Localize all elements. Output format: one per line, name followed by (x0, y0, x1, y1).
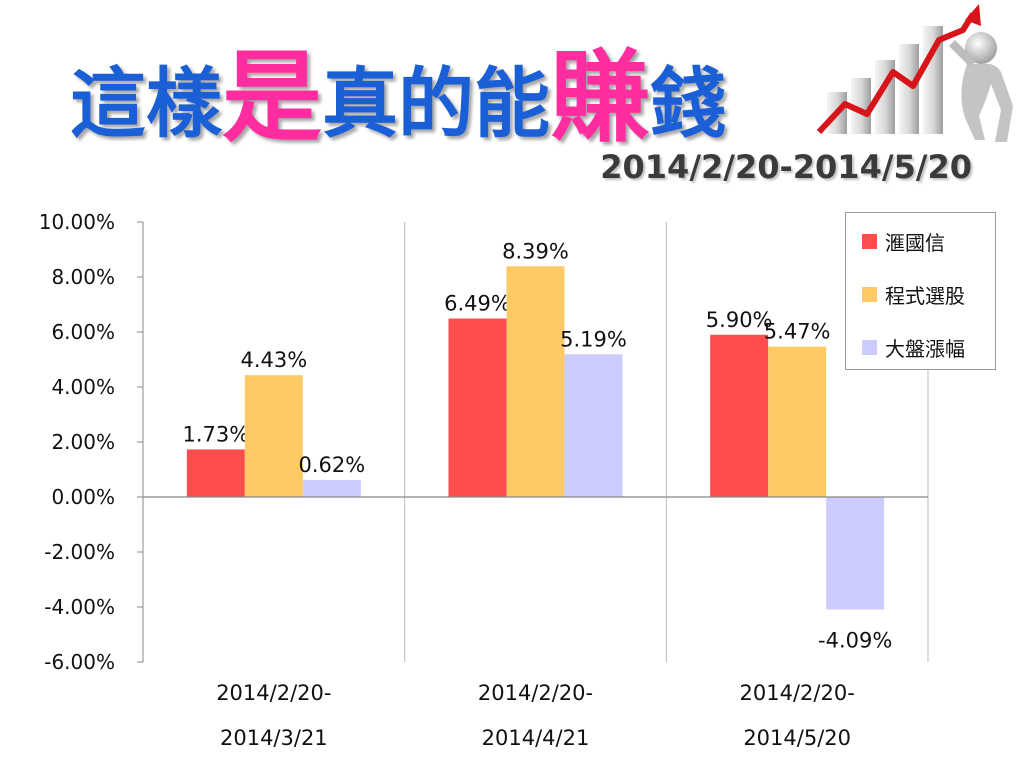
bar (302, 479, 361, 497)
title-part: 真的能 (322, 59, 550, 148)
data-label: 1.73% (182, 422, 249, 446)
bar (768, 346, 827, 497)
y-tick-label: -4.00% (44, 595, 115, 619)
legend-label: 程式選股 (885, 283, 965, 308)
legend-swatch (862, 339, 877, 355)
data-label: 4.43% (240, 348, 307, 372)
data-label: -4.09% (818, 628, 892, 652)
y-tick-label: -6.00% (44, 650, 115, 674)
data-label: 5.47% (764, 320, 831, 344)
bar (448, 318, 507, 497)
bar (244, 375, 303, 497)
legend-label: 滙國信 (885, 230, 945, 255)
date-range-subtitle: 2014/2/20-2014/5/20 (600, 148, 972, 186)
y-tick-label: -2.00% (44, 540, 115, 564)
y-tick-label: 2.00% (51, 430, 115, 454)
bar (506, 266, 565, 497)
legend-swatch (862, 286, 877, 302)
data-label: 5.19% (560, 327, 627, 351)
bar (710, 334, 769, 497)
data-label: 8.39% (502, 239, 569, 263)
legend-item: 大盤漲幅 (862, 333, 995, 361)
x-tick-label: 2014/4/21 (482, 726, 590, 750)
legend-item: 程式選股 (862, 280, 995, 308)
data-label: 0.62% (298, 453, 365, 477)
rising-chart-figure-icon (816, 4, 1013, 142)
legend-item: 滙國信 (862, 227, 995, 255)
y-tick-label: 6.00% (51, 320, 115, 344)
x-tick-label: 2014/2/20- (478, 681, 593, 705)
x-tick-label: 2014/5/20 (743, 726, 851, 750)
title-part: 錢 (650, 59, 726, 148)
x-tick-label: 2014/2/20- (740, 681, 855, 705)
legend-swatch (862, 233, 877, 249)
data-label: 5.90% (706, 308, 773, 332)
title-part: 這樣 (70, 59, 222, 148)
y-tick-label: 4.00% (51, 375, 115, 399)
y-tick-label: 0.00% (51, 485, 115, 509)
data-label: 6.49% (444, 292, 511, 316)
chart-legend: 滙國信程式選股大盤漲幅 (845, 212, 996, 370)
bar (186, 449, 245, 497)
title-part: 賺 (550, 39, 650, 156)
title-part: 是 (222, 39, 322, 156)
legend-label: 大盤漲幅 (885, 336, 965, 361)
y-tick-label: 8.00% (51, 265, 115, 289)
bar (564, 354, 623, 497)
slide-title: 這樣是真的能賺錢 (70, 28, 726, 148)
x-tick-label: 2014/2/20- (216, 681, 331, 705)
x-tick-label: 2014/3/21 (220, 726, 328, 750)
y-tick-label: 10.00% (39, 210, 115, 234)
bar (826, 497, 885, 610)
